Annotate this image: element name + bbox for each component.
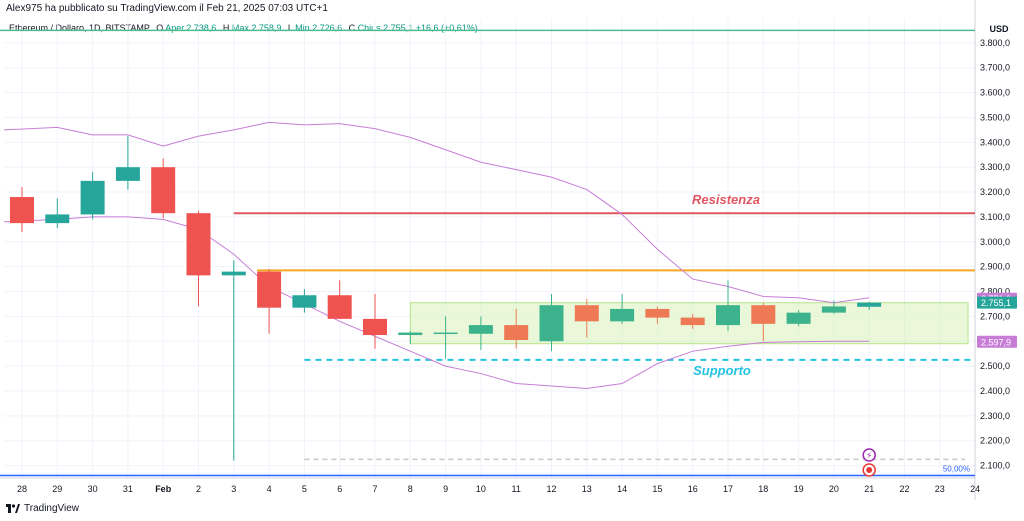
x-tick-label: 16 bbox=[688, 484, 698, 494]
x-tick-label: 7 bbox=[372, 484, 377, 494]
x-tick-label: 20 bbox=[829, 484, 839, 494]
support-label: Supporto bbox=[693, 363, 751, 378]
x-tick-label: 11 bbox=[512, 484, 521, 494]
x-tick-label: 10 bbox=[476, 484, 486, 494]
x-tick-label: 15 bbox=[652, 484, 662, 494]
candle-body bbox=[363, 318, 387, 336]
currency-label: USD bbox=[989, 24, 1009, 34]
fib-50-label: 50,00% bbox=[943, 465, 970, 474]
high-value: Max.2.758,9 bbox=[231, 23, 282, 33]
candle-body bbox=[574, 305, 599, 322]
candle-body bbox=[45, 214, 70, 224]
y-tick-label: 3.000,0 bbox=[980, 237, 1010, 247]
candle-body bbox=[80, 180, 105, 215]
x-tick-label: 29 bbox=[52, 484, 62, 494]
price-tag-label: 2.755,1 bbox=[981, 298, 1011, 308]
candle-body bbox=[821, 306, 846, 313]
close-label: C bbox=[348, 23, 356, 33]
candle-body bbox=[115, 167, 140, 181]
x-tick-label: 17 bbox=[723, 484, 733, 494]
y-tick-label: 2.300,0 bbox=[980, 411, 1010, 421]
candle-body bbox=[433, 332, 458, 335]
candle-body bbox=[610, 308, 635, 322]
x-tick-label: 12 bbox=[546, 484, 556, 494]
candle-body bbox=[857, 302, 882, 307]
high-label: H bbox=[222, 23, 230, 33]
low-value: Min.2.726,6 bbox=[295, 23, 343, 33]
candle-body bbox=[221, 271, 246, 276]
lightning-event-glyph: ⚡ bbox=[866, 452, 872, 462]
resistance-label: Resistenza bbox=[692, 192, 760, 207]
x-tick-label: 4 bbox=[267, 484, 272, 494]
x-tick-label: 22 bbox=[899, 484, 909, 494]
x-tick-label: 23 bbox=[935, 484, 945, 494]
candle-body bbox=[327, 295, 352, 319]
y-tick-label: 2.800,0 bbox=[980, 287, 1010, 297]
x-tick-label: 8 bbox=[408, 484, 413, 494]
y-tick-label: 2.400,0 bbox=[980, 386, 1010, 396]
x-tick-label: 30 bbox=[88, 484, 98, 494]
y-tick-label: 2.700,0 bbox=[980, 311, 1010, 321]
y-tick-label: 3.200,0 bbox=[980, 187, 1010, 197]
price-tag-box bbox=[977, 335, 1017, 348]
publish-header: Alex975 ha pubblicato su TradingView.com… bbox=[6, 3, 328, 14]
lightning-event-icon bbox=[862, 448, 876, 462]
candle-body bbox=[539, 305, 564, 342]
price-tag-label: 2.597,9 bbox=[981, 337, 1011, 347]
close-value: Chius.2.755,1 bbox=[357, 23, 414, 33]
y-tick-label: 2.500,0 bbox=[980, 361, 1010, 371]
x-tick-label: 5 bbox=[302, 484, 307, 494]
price-tag-box bbox=[977, 296, 1017, 309]
y-tick-label: 2.100,0 bbox=[980, 461, 1010, 471]
y-tick-label: 3.700,0 bbox=[980, 63, 1010, 73]
x-tick-label: 28 bbox=[17, 484, 27, 494]
candle-body bbox=[716, 305, 740, 326]
y-tick-label: 2.200,0 bbox=[980, 436, 1010, 446]
candle-body bbox=[645, 308, 670, 318]
candlestick-chart[interactable]: Resistenza Supporto 50,00% USD 3.800,0 3.700,… bbox=[0, 0, 1024, 500]
x-tick-label: 21 bbox=[864, 484, 874, 494]
x-tick-label: 3 bbox=[231, 484, 236, 494]
x-tick-label: 19 bbox=[794, 484, 804, 494]
candle-body bbox=[10, 197, 34, 224]
y-tick-label: 3.300,0 bbox=[980, 162, 1010, 172]
tradingview-logo-icon bbox=[6, 504, 20, 513]
open-label: O bbox=[156, 23, 164, 33]
bollinger-lower-line bbox=[3, 216, 870, 389]
candle-body bbox=[504, 325, 529, 340]
y-tick-label: 3.500,0 bbox=[980, 112, 1010, 122]
x-tick-label: 14 bbox=[617, 484, 627, 494]
tradingview-brand: TradingView bbox=[24, 503, 80, 514]
symbol-label[interactable]: Ethereum / Dollaro, 1D, BITSTAMP bbox=[9, 23, 150, 33]
x-tick-label: 13 bbox=[582, 484, 592, 494]
y-tick-label: 3.600,0 bbox=[980, 88, 1010, 98]
candle-body bbox=[786, 312, 811, 324]
low-label: L bbox=[287, 23, 293, 33]
x-tick-label: 24 bbox=[970, 484, 980, 494]
change-value: +16,6 (+0,61%) bbox=[415, 23, 478, 33]
x-tick-label: 2 bbox=[196, 484, 201, 494]
candle-body bbox=[751, 305, 776, 324]
candle-body bbox=[151, 167, 176, 214]
y-tick-label: 3.400,0 bbox=[980, 137, 1010, 147]
candle-body bbox=[468, 325, 493, 334]
x-tick-label: Feb bbox=[155, 484, 172, 494]
tradingview-footer[interactable]: TradingView bbox=[6, 503, 79, 514]
open-value: Aper.2.738,6 bbox=[165, 23, 217, 33]
y-tick-label: 2.900,0 bbox=[980, 262, 1010, 272]
candle-body bbox=[398, 332, 423, 336]
candle-body bbox=[680, 317, 705, 326]
x-tick-label: 18 bbox=[758, 484, 768, 494]
candle-body bbox=[186, 213, 211, 276]
y-tick-label: 3.800,0 bbox=[980, 38, 1010, 48]
candle-body bbox=[292, 295, 317, 308]
x-tick-label: 6 bbox=[337, 484, 342, 494]
flag-event-dot bbox=[866, 467, 873, 473]
candle-body bbox=[257, 271, 282, 308]
x-tick-label: 9 bbox=[443, 484, 448, 494]
ohlc-legend: Ethereum / Dollaro, 1D, BITSTAMP O Aper.… bbox=[9, 23, 478, 33]
y-tick-label: 3.100,0 bbox=[980, 212, 1010, 222]
x-tick-label: 31 bbox=[123, 484, 133, 494]
